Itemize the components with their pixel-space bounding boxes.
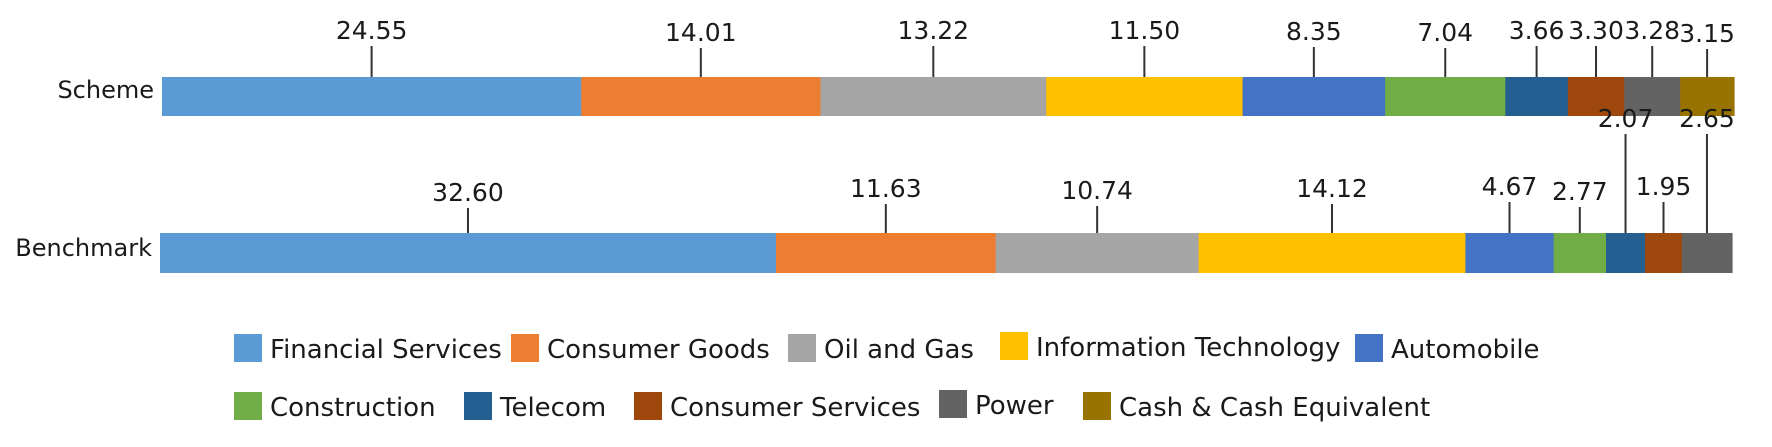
bar-segment-scheme-consumer-services (1567, 77, 1625, 116)
bar-segment-benchmark-telecom (1605, 233, 1646, 273)
legend-item-construction: Construction (234, 392, 436, 423)
value-label-benchmark-power: 2.65 (1679, 104, 1735, 133)
legend-item-cash-and-cash-equivalent: Cash & Cash Equivalent (1083, 392, 1430, 423)
value-label-scheme-telecom: 3.66 (1509, 16, 1565, 45)
bar-segments (160, 77, 1735, 273)
value-label-benchmark-automobile: 4.67 (1482, 172, 1538, 201)
bar-segment-scheme-oil-and-gas (820, 77, 1047, 116)
value-label-benchmark-consumer-services: 1.95 (1636, 172, 1692, 201)
legend-swatch-financial-services (234, 334, 262, 362)
value-label-benchmark-financial-services: 32.60 (432, 178, 504, 207)
legend-swatch-consumer-services (634, 392, 662, 420)
legend-item-financial-services: Financial Services (234, 334, 502, 365)
legend-label-construction: Construction (270, 393, 436, 423)
value-label-scheme-consumer-goods: 14.01 (665, 18, 737, 47)
bar-segment-benchmark-construction (1553, 233, 1607, 273)
bar-segment-scheme-consumer-goods (581, 77, 822, 116)
value-label-scheme-oil-and-gas: 13.22 (898, 16, 970, 45)
value-labels: 24.55 14.01 13.22 11.50 8.35 7.04 3.66 3.30 3.28… (336, 16, 1735, 207)
legend-item-automobile: Automobile (1355, 334, 1540, 365)
legend-item-power: Power (939, 390, 1054, 421)
value-label-benchmark-information-technology: 14.12 (1296, 174, 1368, 203)
legend-swatch-telecom (464, 392, 492, 420)
value-leader-lines (370, 46, 1709, 233)
legend-item-information-technology: Information Technology (1000, 332, 1340, 363)
legend-label-consumer-goods: Consumer Goods (547, 335, 770, 365)
legend-label-automobile: Automobile (1391, 335, 1540, 365)
category-label-scheme: Scheme (57, 76, 154, 104)
legend-swatch-information-technology (1000, 332, 1028, 360)
legend-swatch-cash-and-cash-equivalent (1083, 392, 1111, 420)
legend-swatch-oil-and-gas (788, 334, 816, 362)
bar-segment-scheme-information-technology (1046, 77, 1244, 116)
legend-item-consumer-services: Consumer Services (634, 392, 920, 423)
legend-swatch-power (939, 390, 967, 418)
bar-segment-benchmark-automobile (1465, 233, 1555, 273)
bar-segment-benchmark-oil-and-gas (995, 233, 1200, 273)
category-label-benchmark: Benchmark (15, 234, 152, 262)
legend: Financial Services Consumer Goods Oil and … (234, 332, 1540, 423)
value-label-benchmark-oil-and-gas: 10.74 (1061, 176, 1133, 205)
bar-segment-benchmark-financial-services (160, 233, 777, 273)
legend-swatch-consumer-goods (511, 334, 539, 362)
bar-segment-benchmark-consumer-services (1645, 233, 1683, 273)
value-label-scheme-construction: 7.04 (1417, 18, 1473, 47)
value-label-scheme-financial-services: 24.55 (336, 16, 408, 45)
legend-item-oil-and-gas: Oil and Gas (788, 334, 974, 365)
bar-segment-scheme-cash-and-cash-equivalent (1680, 77, 1735, 116)
bar-segment-benchmark-consumer-goods (775, 233, 997, 273)
value-label-scheme-information-technology: 11.50 (1109, 16, 1181, 45)
value-label-benchmark-consumer-goods: 11.63 (850, 174, 922, 203)
bar-segment-scheme-automobile (1242, 77, 1386, 116)
legend-item-consumer-goods: Consumer Goods (511, 334, 770, 365)
legend-label-financial-services: Financial Services (270, 335, 502, 365)
value-label-scheme-consumer-services: 3.30 (1568, 16, 1624, 45)
legend-label-power: Power (975, 391, 1054, 421)
category-labels: Scheme Benchmark (15, 76, 154, 262)
legend-label-consumer-services: Consumer Services (670, 393, 920, 423)
bar-segment-benchmark-information-technology (1198, 233, 1467, 273)
legend-swatch-automobile (1355, 334, 1383, 362)
legend-label-information-technology: Information Technology (1036, 333, 1340, 363)
bar-segment-scheme-power (1624, 77, 1681, 116)
bar-segment-benchmark-power (1681, 233, 1733, 273)
legend-label-telecom: Telecom (499, 393, 606, 423)
value-label-benchmark-construction: 2.77 (1552, 177, 1608, 206)
legend-label-cash-and-cash-equivalent: Cash & Cash Equivalent (1119, 393, 1430, 423)
legend-swatch-construction (234, 392, 262, 420)
value-label-scheme-cash-and-cash-equivalent: 3.15 (1679, 19, 1735, 48)
bar-segment-scheme-financial-services (162, 77, 582, 116)
bar-segment-scheme-telecom (1505, 77, 1569, 116)
value-label-benchmark-telecom: 2.07 (1598, 104, 1654, 133)
value-label-scheme-automobile: 8.35 (1286, 17, 1342, 46)
bar-segment-scheme-construction (1385, 77, 1506, 116)
value-label-scheme-power: 3.28 (1624, 16, 1680, 45)
legend-item-telecom: Telecom (464, 392, 606, 423)
legend-label-oil-and-gas: Oil and Gas (824, 335, 974, 365)
